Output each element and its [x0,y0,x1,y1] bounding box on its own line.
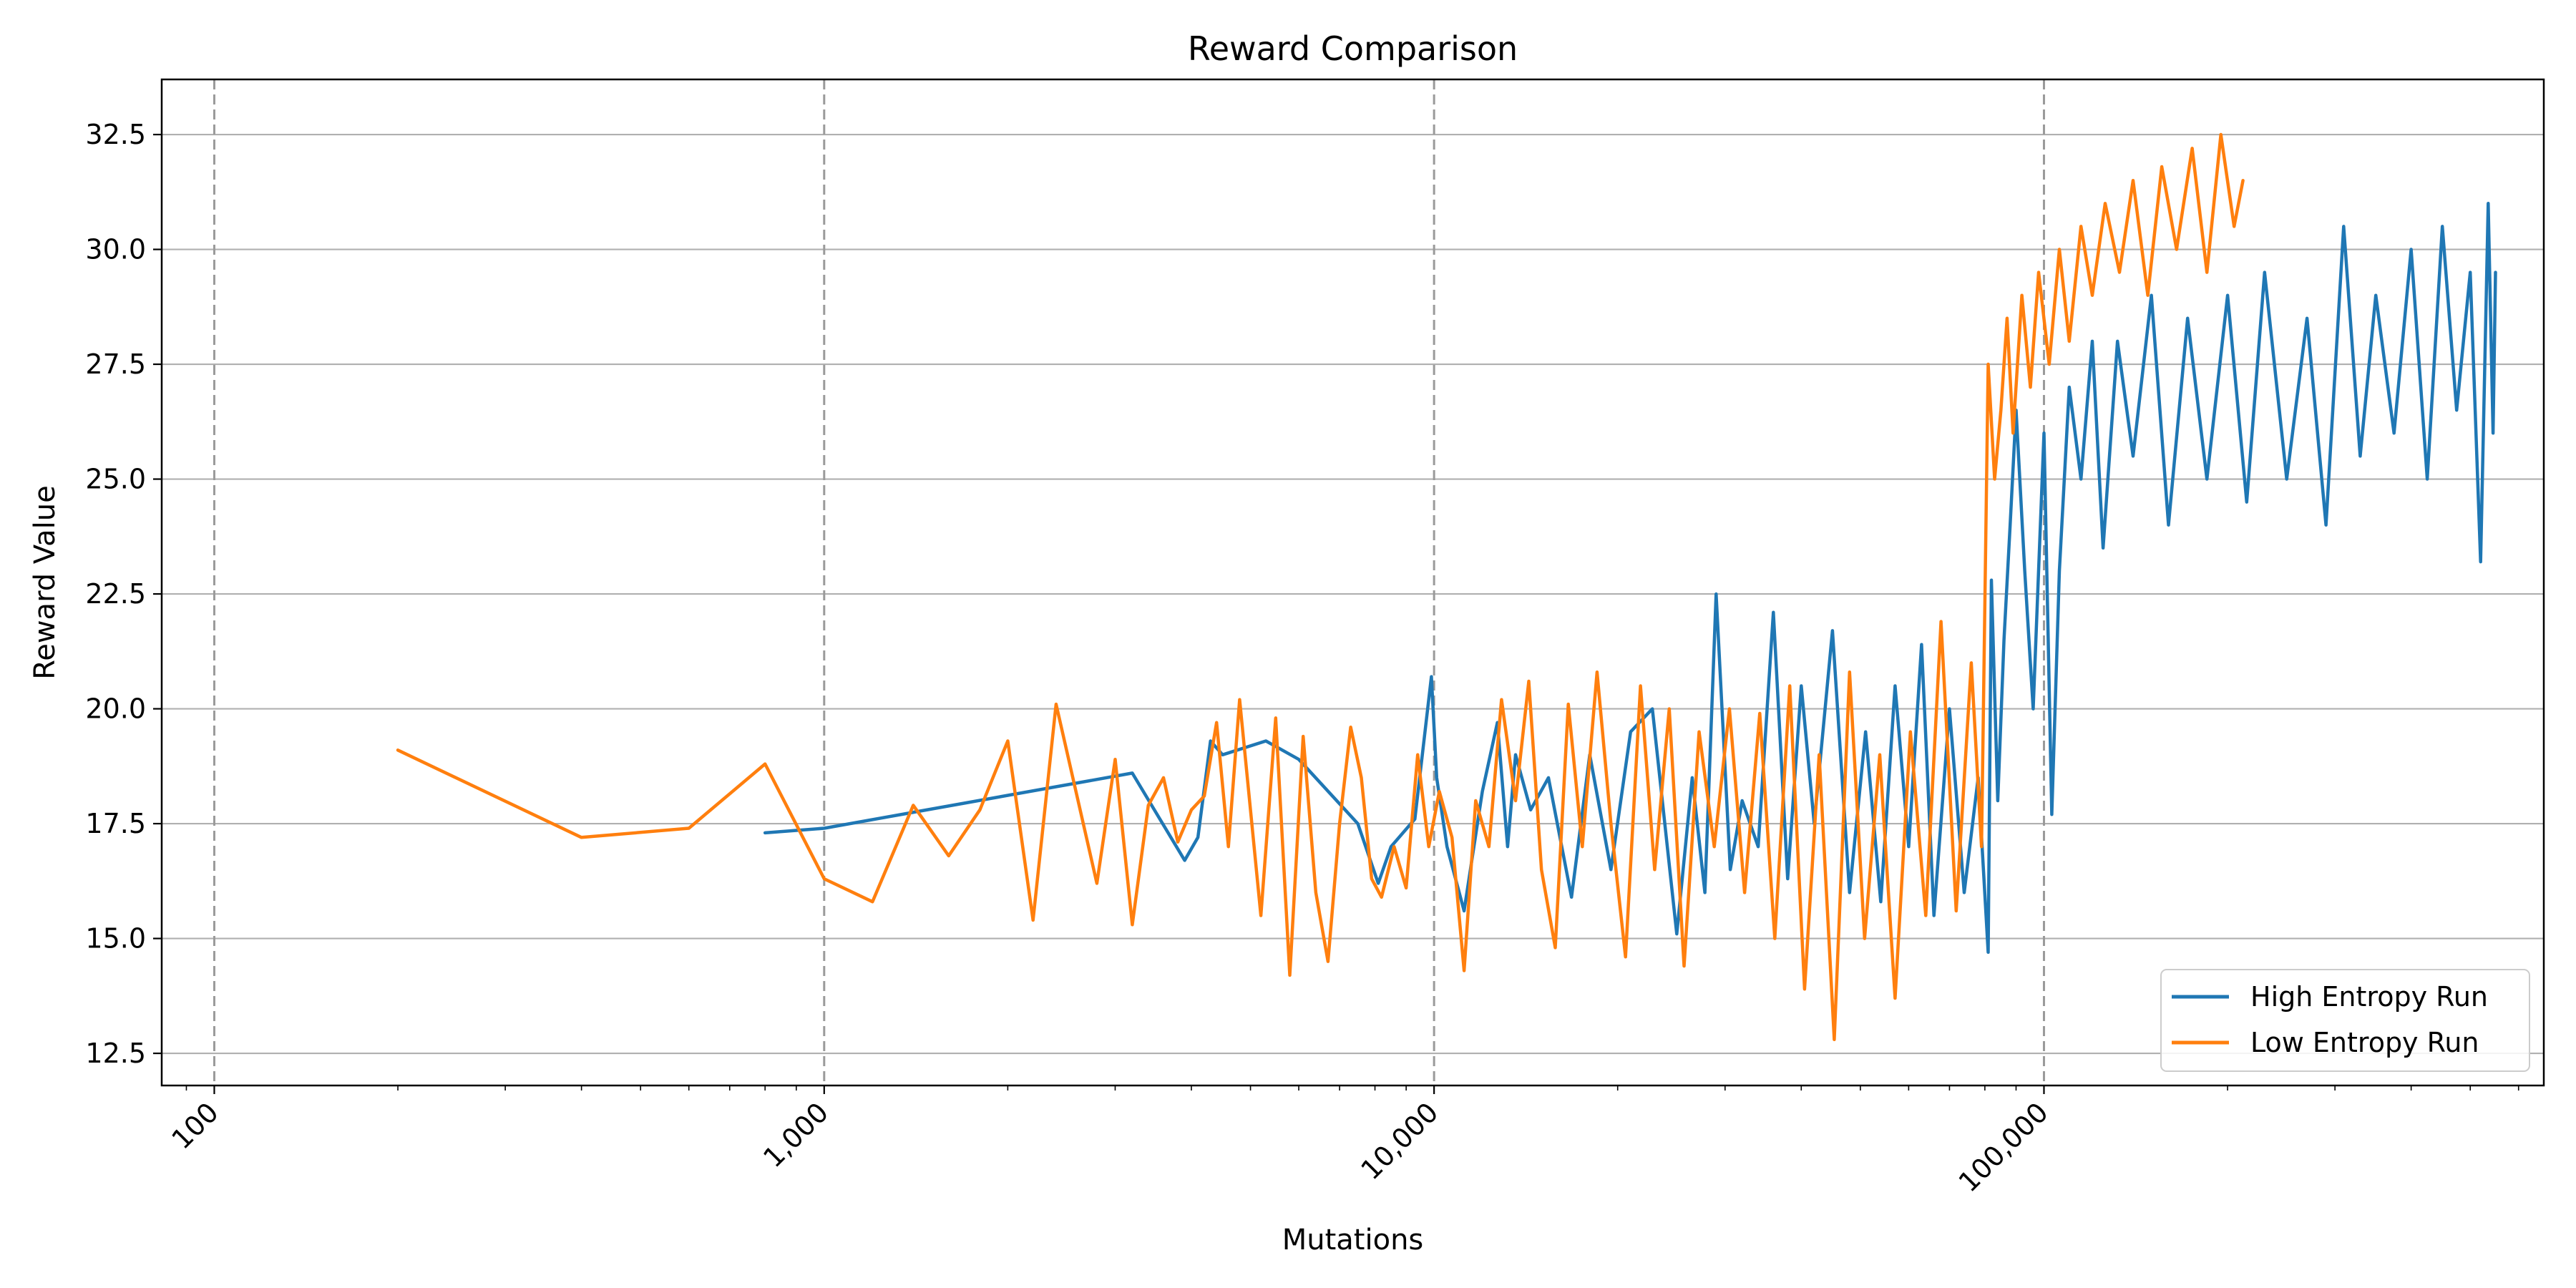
legend: High Entropy Run Low Entropy Run [2160,969,2530,1072]
grid [162,79,2544,1085]
legend-box [2160,969,2530,1072]
y-tick-label: 30.0 [85,234,146,265]
legend-label-high-entropy: High Entropy Run [2250,981,2488,1013]
chart-title: Reward Comparison [1188,29,1518,68]
y-axis-label: Reward Value [29,485,62,680]
series-line-low-entropy [396,132,2245,1042]
y-tick-label: 20.0 [85,693,146,725]
plot-lines [396,132,2497,1042]
x-axis-label: Mutations [1282,1224,1424,1257]
y-tick-label: 25.0 [85,464,146,495]
y-tick-label: 12.5 [85,1038,146,1069]
y-tick-label: 22.5 [85,578,146,610]
y-tick-label: 27.5 [85,348,146,380]
plot-frame [160,78,2545,1087]
series-line-high-entropy [763,202,2497,955]
y-tick-label: 15.0 [85,923,146,955]
y-tick-label: 17.5 [85,808,146,839]
y-tick-label: 32.5 [85,119,146,150]
legend-label-low-entropy: Low Entropy Run [2250,1027,2479,1058]
